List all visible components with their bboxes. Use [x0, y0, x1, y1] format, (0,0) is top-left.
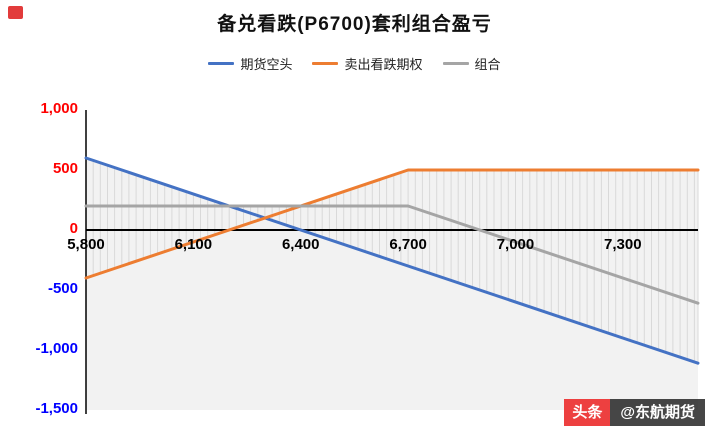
- legend-item-combo: 组合: [442, 54, 501, 73]
- series-line-futures-short: [84, 156, 700, 365]
- watermark-badge: 头条: [564, 399, 611, 426]
- chart-title: 备兑看跌(P6700)套利组合盈亏: [217, 14, 492, 35]
- legend-label: 期货空头: [240, 57, 293, 72]
- x-tick-label: 6,100: [174, 236, 213, 253]
- y-tick-label: 0: [69, 220, 78, 237]
- x-tick-label: 7,000: [496, 236, 535, 253]
- hatch-lines: [85, 158, 699, 364]
- x-tick-label: 6,400: [281, 236, 320, 253]
- y-tick-label: -500: [47, 280, 78, 297]
- band-fill: [86, 158, 698, 410]
- corner-mark: [8, 6, 23, 19]
- legend-item-sell-put: 卖出看跌期权: [312, 54, 423, 73]
- series-line-sell-put: [84, 168, 700, 280]
- x-tick-label: 6,700: [389, 236, 427, 253]
- line-marker-icon: [442, 62, 469, 65]
- line-marker-icon: [208, 62, 235, 65]
- legend-label: 卖出看跌期权: [344, 57, 423, 72]
- series-line-combo: [84, 204, 700, 305]
- line-marker-icon: [312, 62, 339, 65]
- legend-item-futures-short: 期货空头: [208, 54, 292, 73]
- y-tick-label: 500: [52, 160, 78, 177]
- watermark-handle: @东航期货: [610, 399, 705, 426]
- legend: 期货空头 卖出看跌期权 组合: [0, 54, 709, 73]
- x-tick-label: 7,300: [604, 236, 642, 253]
- y-tick-label: -1,000: [35, 340, 78, 357]
- y-tick-label: 1,000: [40, 100, 78, 117]
- legend-label: 组合: [474, 57, 501, 72]
- watermark: 头条 @东航期货: [564, 399, 705, 426]
- x-tick-label: 5,800: [67, 236, 105, 253]
- y-tick-label: -1,500: [35, 400, 78, 417]
